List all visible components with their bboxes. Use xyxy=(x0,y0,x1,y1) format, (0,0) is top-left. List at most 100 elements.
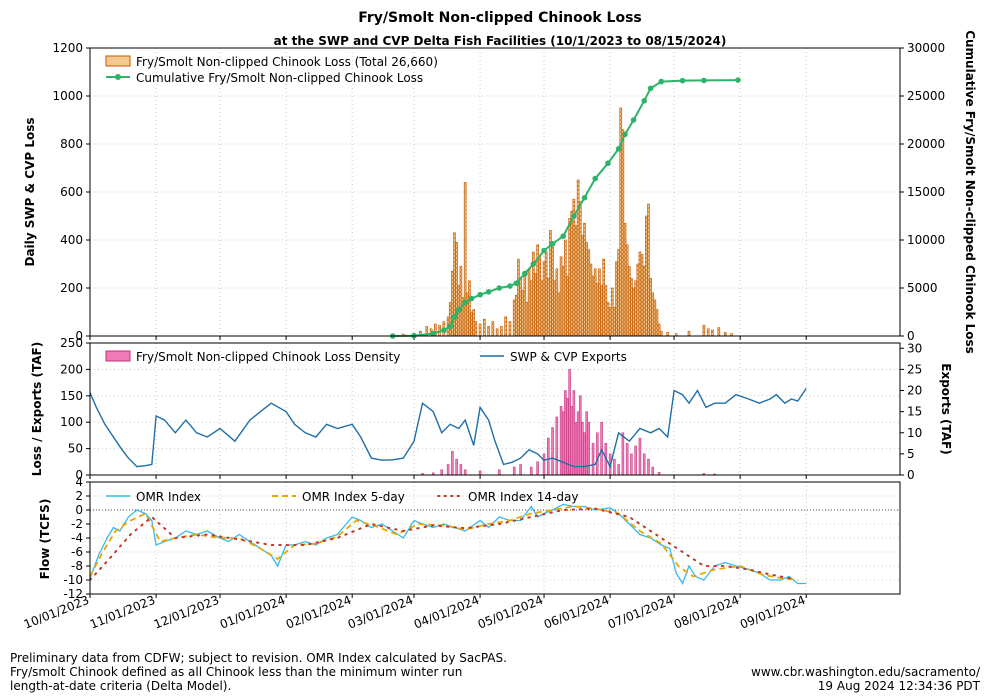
y2-tick-label: 25 xyxy=(907,362,922,376)
density-bar xyxy=(529,466,533,476)
y2-tick-label: 30000 xyxy=(907,41,945,55)
density-bar xyxy=(587,421,591,476)
y2-tick-label: 20000 xyxy=(907,137,945,151)
top-panel: 0 200 400 600 800 1000 1200 0 5000 10000 15000 2000… xyxy=(52,41,945,343)
cumulative-point xyxy=(522,270,528,277)
loss-bar xyxy=(546,278,550,337)
cumulative-point xyxy=(605,160,611,166)
footer-line: length-at-date criteria (Delta Model). xyxy=(10,679,232,693)
plot-frame xyxy=(89,342,901,476)
y2-tick-label: 5000 xyxy=(907,281,938,295)
y-tick-label: 1000 xyxy=(52,89,83,103)
loss-bar xyxy=(717,327,721,337)
loss-bar xyxy=(608,306,612,337)
legend-label-cumulative: Cumulative Fry/Smolt Non-clipped Chinook… xyxy=(136,71,423,85)
loss-bar xyxy=(610,287,614,337)
loss-bar xyxy=(519,278,522,337)
bottom-ylabel: Flow (TCFS) xyxy=(38,499,52,580)
cumulative-point xyxy=(701,77,707,84)
x-tick-label: 09/01/2024 xyxy=(738,593,807,632)
loss-bar xyxy=(564,239,567,337)
loss-bar xyxy=(638,251,642,337)
density-bar xyxy=(463,469,467,476)
bottom-panel: -12-10-8-6-4-2024 xyxy=(63,475,901,601)
loss-bar xyxy=(649,278,652,337)
cumulative-point xyxy=(541,247,547,254)
density-bar xyxy=(446,464,450,476)
y-tick-label: 100 xyxy=(60,415,83,429)
cumulative-point xyxy=(622,131,628,138)
cumulative-point xyxy=(549,241,556,247)
y-tick-label: 2 xyxy=(75,489,83,503)
density-bar xyxy=(555,416,559,476)
loss-bar xyxy=(538,256,542,337)
chart-subtitle: at the SWP and CVP Delta Fish Facilities… xyxy=(274,34,727,48)
top-ylabel: Daily SWP & CVP Loss xyxy=(23,117,37,266)
loss-bar xyxy=(512,299,516,337)
density-bar xyxy=(440,469,443,476)
generated-timestamp: 19 Aug 2024 12:34:36 PDT xyxy=(817,679,980,693)
loss-bar xyxy=(613,306,616,337)
chart-title: Fry/Smolt Non-clipped Chinook Loss xyxy=(358,10,642,26)
loss-bar xyxy=(651,292,655,337)
loss-bar xyxy=(589,263,593,337)
x-tick-label: 07/01/2024 xyxy=(606,593,675,632)
density-bar xyxy=(651,466,654,476)
loss-bar xyxy=(478,323,482,337)
loss-bar xyxy=(529,280,533,337)
cumulative-point xyxy=(507,283,513,289)
loss-bar xyxy=(642,266,646,337)
loss-bar xyxy=(723,332,727,337)
y2-tick-label: 0 xyxy=(907,329,915,343)
density-bar xyxy=(512,466,516,476)
plot-frame xyxy=(89,481,901,595)
y-tick-label: 0 xyxy=(75,329,83,343)
loss-bar xyxy=(455,242,458,337)
x-tick-label: 02/01/2024 xyxy=(284,593,353,632)
y-tick-label: -12 xyxy=(63,587,83,601)
loss-bar xyxy=(653,299,657,337)
loss-bar xyxy=(583,222,586,337)
middle-y2label: Exports (TAF) xyxy=(939,363,953,454)
cumulative-point xyxy=(679,77,686,84)
footer-line: Preliminary data from CDFW; subject to r… xyxy=(10,651,507,665)
y2-tick-label: 10 xyxy=(907,426,922,440)
loss-bar xyxy=(544,251,548,337)
loss-bar xyxy=(474,321,478,337)
loss-bar xyxy=(645,215,648,337)
y-tick-label: 4 xyxy=(75,475,83,489)
footer-source: www.cbr.washington.edu/sacramento/ 19 Au… xyxy=(751,665,980,693)
cumulative-point xyxy=(615,146,622,152)
x-tick-label: 08/01/2024 xyxy=(672,593,741,632)
loss-bar xyxy=(587,249,591,337)
y-tick-label: 0 xyxy=(75,503,83,517)
loss-bar xyxy=(578,201,582,337)
legend-swatch-loss xyxy=(105,55,131,67)
loss-bar xyxy=(500,326,503,337)
loss-bar xyxy=(465,292,469,337)
loss-bar xyxy=(602,258,606,337)
loss-bar xyxy=(570,210,574,337)
loss-bar xyxy=(623,222,627,337)
y-tick-label: 1200 xyxy=(52,41,83,55)
y-tick-label: -6 xyxy=(71,545,83,559)
loss-bar xyxy=(574,225,578,337)
y2-tick-label: 10000 xyxy=(907,233,945,247)
plot-background xyxy=(90,343,900,475)
loss-bar xyxy=(517,258,520,337)
y-tick-label: 50 xyxy=(68,442,83,456)
loss-bar xyxy=(534,273,537,337)
cumulative-point xyxy=(468,295,475,302)
density-bar xyxy=(621,432,625,476)
y-tick-label: 150 xyxy=(60,389,83,403)
loss-bar xyxy=(555,268,559,337)
loss-bar xyxy=(504,316,507,337)
cumulative-point xyxy=(647,85,654,92)
density-bar xyxy=(625,443,629,476)
loss-bar xyxy=(632,287,635,337)
density-bar xyxy=(536,461,539,476)
loss-bar xyxy=(483,318,486,337)
loss-bar xyxy=(487,326,490,337)
loss-bar xyxy=(521,290,525,337)
density-bar xyxy=(519,464,522,476)
